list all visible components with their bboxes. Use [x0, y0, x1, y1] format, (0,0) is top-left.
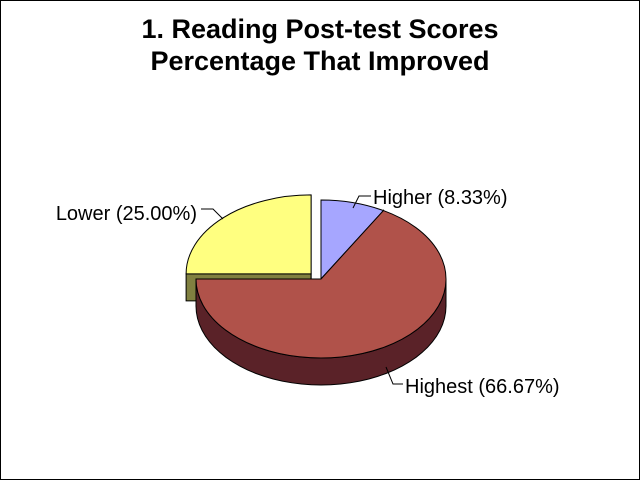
slice-top: [195, 209, 447, 359]
slice-label: Highest (66.67%): [405, 376, 560, 398]
leader-line: [201, 208, 224, 220]
chart-title-line-1: 1. Reading Post-test Scores: [141, 14, 499, 44]
leader-line: [352, 195, 371, 209]
pie-slice-highest: [195, 209, 447, 386]
slice-label: Lower (25.00%): [56, 203, 197, 225]
chart-title: 1. Reading Post-test Scores Percentage T…: [1, 13, 639, 77]
slice-label: Higher (8.33%): [373, 187, 508, 209]
leader-line: [385, 366, 403, 385]
slice-top: [185, 194, 312, 275]
chart-title-line-2: Percentage That Improved: [150, 46, 490, 76]
